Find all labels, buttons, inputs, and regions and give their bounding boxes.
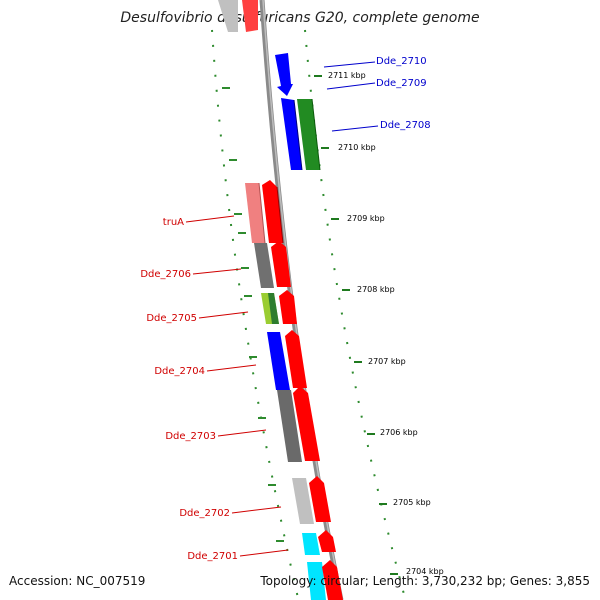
gene-labels-right: Dde_2710 Dde_2709 Dde_2708 bbox=[376, 56, 431, 131]
label-leader-lines bbox=[185, 61, 379, 557]
gc-dashes bbox=[222, 87, 284, 542]
tick-label: 2710 kbp bbox=[338, 143, 376, 152]
inner-dotted-guide bbox=[211, 29, 299, 599]
tick-label: 2706 kbp bbox=[380, 428, 418, 437]
gene-dde-2706 bbox=[271, 241, 291, 287]
gene-label: Dde_2710 bbox=[376, 56, 427, 67]
cog-bar-dde-2706 bbox=[254, 243, 274, 288]
gene-dde-2702 bbox=[309, 476, 331, 522]
gene-dde-2710 bbox=[275, 53, 293, 96]
gene-label: truA bbox=[163, 217, 184, 228]
tick-label: 2705 kbp bbox=[393, 498, 431, 507]
gene-label: Dde_2704 bbox=[154, 366, 205, 377]
outer-dotted-guide bbox=[304, 29, 406, 599]
scale-tick-labels: 2711 kbp 2710 kbp 2709 kbp 2708 kbp 2707… bbox=[328, 71, 444, 576]
tick-label: 2711 kbp bbox=[328, 71, 366, 80]
accession-text: Accession: NC_007519 bbox=[9, 574, 146, 588]
gene-dde-2701 bbox=[318, 530, 343, 600]
gene-truA bbox=[262, 180, 284, 244]
gene-label: Dde_2708 bbox=[380, 120, 431, 131]
tick-label: 2707 kbp bbox=[368, 357, 406, 366]
gene-dde-2704 bbox=[285, 330, 307, 388]
cog-bar-truA bbox=[245, 182, 266, 244]
tick-label: 2709 kbp bbox=[347, 214, 385, 223]
gene-label: Dde_2705 bbox=[146, 313, 197, 324]
gene-dde-2703 bbox=[293, 386, 320, 461]
cog-bar-dde-2704 bbox=[267, 332, 290, 390]
cog-bar-dde-2703 bbox=[277, 390, 302, 462]
gene-dde-2708 bbox=[297, 98, 321, 171]
cog-bar-dde-2702 bbox=[292, 478, 314, 524]
cog-bar-dde-2701 bbox=[302, 533, 326, 600]
scale-ticks bbox=[314, 75, 398, 575]
cog-bar-dde-2705 bbox=[261, 293, 279, 324]
gene-dde-2705 bbox=[279, 290, 297, 324]
gene-label: Dde_2702 bbox=[179, 508, 230, 519]
tick-label: 2704 kbp bbox=[406, 567, 444, 576]
gene-label: Dde_2701 bbox=[187, 551, 238, 562]
topology-text: Topology: circular; Length: 3,730,232 bp… bbox=[260, 574, 590, 588]
gene-label: Dde_2706 bbox=[140, 269, 191, 280]
map-title: Desulfovibrio desulfuricans G20, complet… bbox=[120, 10, 480, 26]
gene-label: Dde_2709 bbox=[376, 78, 427, 89]
gene-label: Dde_2703 bbox=[165, 431, 216, 442]
gene-top-partial bbox=[218, 0, 258, 32]
tick-label: 2708 kbp bbox=[357, 285, 395, 294]
gene-labels-left: truA Dde_2706 Dde_2705 Dde_2704 Dde_2703… bbox=[140, 217, 238, 562]
gene-dde-2709 bbox=[281, 98, 303, 171]
